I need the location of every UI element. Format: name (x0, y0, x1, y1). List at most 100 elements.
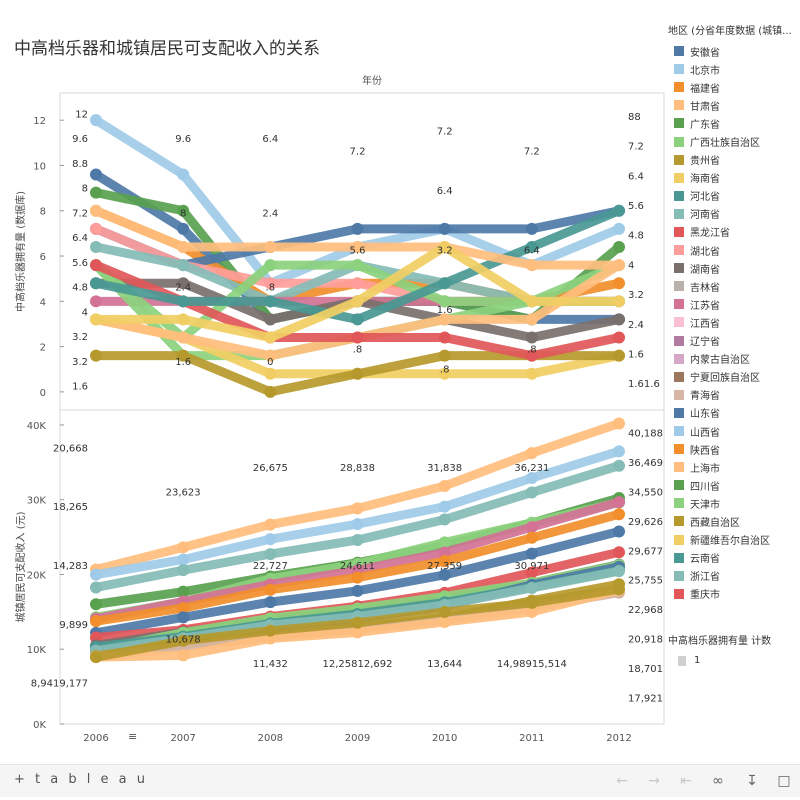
legend-item[interactable]: 江苏省 (668, 295, 798, 313)
legend-item[interactable]: 宁夏回族自治区 (668, 368, 798, 386)
legend-item[interactable]: 湖北省 (668, 241, 798, 259)
legend-item[interactable]: 内蒙古自治区 (668, 350, 798, 368)
legend-item[interactable]: 上海市 (668, 458, 798, 476)
data-label: 34,550 (628, 488, 663, 499)
legend-item[interactable]: 河南省 (668, 205, 798, 223)
legend-item[interactable]: 西藏自治区 (668, 512, 798, 530)
data-point (177, 295, 190, 308)
legend-item[interactable]: 甘肃省 (668, 96, 798, 114)
legend-swatch (674, 480, 684, 491)
data-label: 30,971 (514, 561, 549, 572)
data-label: .8 (527, 345, 537, 356)
data-point (351, 222, 364, 235)
legend-swatch (674, 118, 684, 129)
legend-label: 吉林省 (690, 282, 720, 294)
legend-item[interactable]: 河北省 (668, 187, 798, 205)
data-point (613, 525, 625, 538)
data-label: 8 (82, 184, 88, 195)
sort-icon[interactable]: ≡ (128, 730, 137, 743)
share-icon[interactable]: ∞ (712, 773, 724, 789)
data-point (264, 583, 277, 596)
legend-label: 河北省 (690, 192, 720, 204)
legend-item[interactable]: 湖南省 (668, 259, 798, 277)
data-point (264, 349, 277, 362)
legend-swatch (674, 281, 684, 292)
legend-swatch (674, 588, 684, 599)
data-label: 22,727 (253, 561, 288, 572)
data-point (438, 222, 451, 235)
y-tick-label: 2 (40, 343, 46, 354)
size-legend-label: 1 (694, 655, 701, 666)
x-tick-label: 2008 (258, 733, 283, 744)
legend-item[interactable]: 云南省 (668, 549, 798, 567)
legend-item[interactable]: 海南省 (668, 169, 798, 187)
legend-item[interactable]: 北京市 (668, 60, 798, 78)
legend-item[interactable]: 安徽省 (668, 42, 798, 60)
data-label: 1.61.6 (628, 379, 660, 390)
data-point (177, 313, 190, 326)
data-point (90, 277, 102, 290)
data-point (177, 564, 190, 577)
legend-item[interactable]: 四川省 (668, 476, 798, 494)
data-label: 7.2 (72, 208, 88, 219)
data-label: 3.2 (437, 246, 453, 257)
fullscreen-icon[interactable]: □ (777, 773, 791, 789)
legend-item[interactable]: 新疆维吾尔自治区 (668, 531, 798, 549)
data-point (90, 240, 102, 253)
revert-icon[interactable]: ⇤ (680, 773, 692, 789)
legend-item[interactable]: 重庆市 (668, 585, 798, 603)
data-label: 8.8 (72, 159, 88, 170)
legend-label: 宁夏回族自治区 (690, 373, 760, 385)
data-point (264, 385, 277, 398)
data-label: 7.2 (524, 147, 540, 158)
data-point (525, 596, 538, 609)
legend-item[interactable]: 广东省 (668, 114, 798, 132)
data-label: 14,283 (53, 561, 88, 572)
data-point (90, 295, 102, 308)
legend-item[interactable]: 山东省 (668, 404, 798, 422)
data-point (525, 531, 538, 544)
data-label: 11,432 (253, 659, 288, 670)
legend-item[interactable]: 浙江省 (668, 567, 798, 585)
legend-label: 陕西省 (690, 445, 720, 457)
data-label: 40,188 (628, 429, 663, 440)
redo-icon[interactable]: → (648, 773, 660, 789)
data-label: 28,838 (340, 463, 375, 474)
download-icon[interactable]: ↧ (746, 773, 758, 789)
legend-item[interactable]: 黑龙江省 (668, 223, 798, 241)
data-label: 29,626 (628, 517, 663, 528)
data-point (177, 553, 190, 566)
data-point (438, 500, 451, 513)
data-label: 4 (82, 307, 88, 318)
chart-title: 中高档乐器和城镇居民可支配收入的关系 (14, 39, 320, 59)
data-point (525, 447, 538, 460)
data-point (438, 331, 451, 344)
legend-item[interactable]: 陕西省 (668, 440, 798, 458)
legend-item[interactable]: 广西壮族自治区 (668, 132, 798, 150)
legend-item[interactable]: 山西省 (668, 422, 798, 440)
undo-icon[interactable]: ← (616, 773, 628, 789)
x-tick-label: 2012 (606, 733, 631, 744)
legend-item[interactable]: 青海省 (668, 386, 798, 404)
data-label: 8,9419,177 (31, 679, 88, 690)
legend-item[interactable]: 吉林省 (668, 277, 798, 295)
size-swatch (678, 655, 686, 666)
data-point (264, 367, 277, 380)
data-label: 12,25812,692 (323, 659, 393, 670)
data-point (264, 313, 277, 326)
data-point (90, 222, 102, 235)
tableau-logo[interactable]: + t a b l e a u (14, 772, 148, 787)
legend-item[interactable]: 辽宁省 (668, 332, 798, 350)
data-label: 3.2 (72, 357, 88, 368)
legend-label: 湖北省 (690, 246, 720, 258)
data-point (613, 496, 625, 509)
legend-item[interactable]: 江西省 (668, 313, 798, 331)
legend-item[interactable]: 贵州省 (668, 151, 798, 169)
data-point (264, 259, 277, 272)
data-point (613, 565, 625, 578)
legend-item[interactable]: 天津市 (668, 494, 798, 512)
y-tick-label: 40K (27, 421, 47, 432)
data-label: .8 (440, 364, 450, 375)
legend-item[interactable]: 福建省 (668, 78, 798, 96)
data-point (438, 615, 451, 628)
